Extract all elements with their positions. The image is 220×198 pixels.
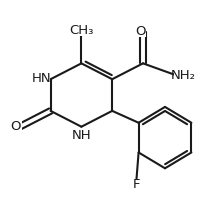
Text: F: F xyxy=(133,178,140,191)
Bar xyxy=(9,121,22,132)
Bar xyxy=(135,26,146,37)
Text: NH: NH xyxy=(72,129,91,142)
Text: HN: HN xyxy=(32,72,52,85)
Bar xyxy=(131,179,142,190)
Text: O: O xyxy=(136,25,146,38)
Text: NH₂: NH₂ xyxy=(171,69,196,82)
Bar xyxy=(74,130,89,141)
Text: O: O xyxy=(10,120,21,133)
Text: CH₃: CH₃ xyxy=(69,24,94,37)
Bar xyxy=(34,73,50,84)
Bar xyxy=(70,25,92,36)
Bar xyxy=(174,70,194,81)
